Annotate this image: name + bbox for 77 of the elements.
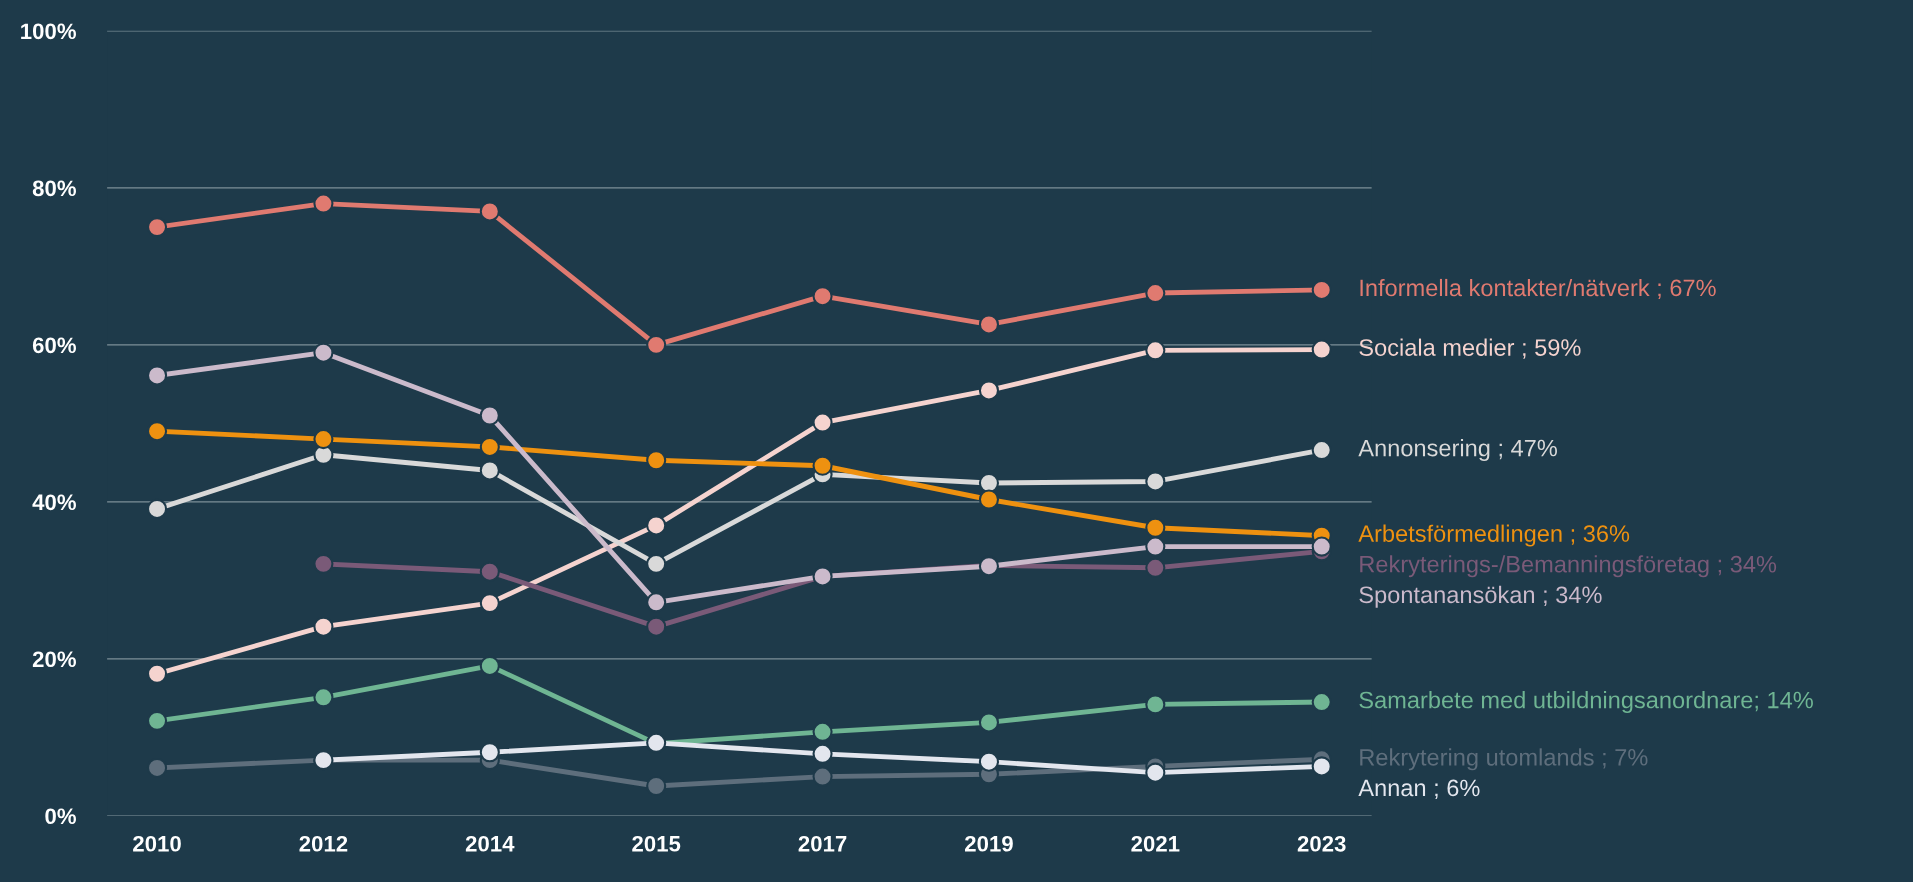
series-label: Annonsering ; 47% bbox=[1358, 439, 1557, 462]
point bbox=[313, 342, 334, 363]
point bbox=[646, 775, 667, 797]
point bbox=[146, 663, 168, 684]
point bbox=[146, 498, 168, 519]
y-tick-label: 0% bbox=[45, 808, 76, 825]
point bbox=[479, 593, 500, 614]
series-label: Rekrytering utomlands ; 7% bbox=[1360, 748, 1648, 771]
x-tick-label: 2017 bbox=[798, 835, 847, 852]
y-tick-label: 60% bbox=[32, 337, 76, 354]
point bbox=[978, 751, 1000, 772]
point bbox=[978, 489, 1000, 510]
series-label: Arbetsförmedlingen ; 36% bbox=[1358, 524, 1630, 547]
point bbox=[1145, 471, 1166, 492]
point bbox=[812, 743, 833, 764]
point bbox=[313, 428, 334, 450]
point bbox=[978, 472, 1000, 494]
series-label: Spontanansökan ; 34% bbox=[1359, 585, 1602, 608]
point bbox=[313, 616, 334, 637]
point bbox=[978, 380, 1000, 401]
point bbox=[479, 201, 500, 222]
point bbox=[978, 314, 1000, 335]
point bbox=[978, 712, 1000, 733]
point bbox=[1311, 756, 1332, 777]
point bbox=[146, 421, 168, 442]
y-tick-label: 80% bbox=[32, 180, 76, 197]
point bbox=[1311, 439, 1332, 461]
y-tick-label: 40% bbox=[32, 494, 76, 511]
series-label: Sociala medier ; 59% bbox=[1359, 338, 1581, 359]
point bbox=[1311, 536, 1332, 557]
x-tick-label: 2014 bbox=[465, 835, 515, 852]
point bbox=[479, 405, 500, 426]
point bbox=[812, 766, 833, 787]
point bbox=[479, 436, 500, 457]
point bbox=[146, 710, 168, 731]
point bbox=[479, 561, 500, 582]
point bbox=[812, 721, 833, 742]
point bbox=[1145, 282, 1166, 304]
point bbox=[646, 616, 667, 637]
point bbox=[646, 592, 667, 613]
point bbox=[1145, 557, 1166, 578]
point bbox=[646, 515, 667, 536]
point bbox=[479, 460, 500, 481]
series-label: Rekryterings-/Bemanningsföretag ; 34% bbox=[1360, 555, 1777, 578]
series-label: Informella kontakter/nätverk ; 67% bbox=[1360, 278, 1716, 300]
y-tick-label: 20% bbox=[32, 651, 76, 668]
point bbox=[479, 655, 500, 676]
point bbox=[1145, 536, 1166, 557]
point bbox=[1145, 762, 1166, 783]
point bbox=[313, 687, 334, 708]
point bbox=[146, 365, 168, 386]
point bbox=[1145, 340, 1166, 361]
point bbox=[646, 553, 667, 574]
point bbox=[646, 334, 667, 355]
x-tick-label: 2019 bbox=[965, 835, 1013, 852]
point bbox=[146, 217, 168, 238]
point bbox=[1145, 517, 1166, 538]
x-tick-label: 2015 bbox=[632, 835, 681, 852]
point bbox=[313, 193, 334, 214]
series-label: Samarbete med utbildningsanordnare; 14% bbox=[1359, 691, 1813, 714]
point bbox=[812, 286, 833, 307]
point bbox=[646, 450, 667, 471]
x-tick-label: 2010 bbox=[133, 835, 181, 852]
point bbox=[146, 757, 168, 779]
y-tick-label: 100% bbox=[21, 23, 76, 40]
x-tick-label: 2021 bbox=[1131, 835, 1180, 852]
point bbox=[1145, 694, 1166, 715]
x-tick-label: 2012 bbox=[299, 835, 348, 852]
x-tick-label: 2023 bbox=[1297, 835, 1346, 852]
point bbox=[313, 553, 334, 574]
point bbox=[1311, 279, 1332, 300]
point bbox=[812, 455, 833, 476]
series-label: Annan ; 6% bbox=[1358, 779, 1480, 800]
point bbox=[1311, 691, 1332, 713]
point bbox=[1311, 339, 1332, 360]
point bbox=[479, 742, 500, 763]
point bbox=[812, 412, 833, 433]
